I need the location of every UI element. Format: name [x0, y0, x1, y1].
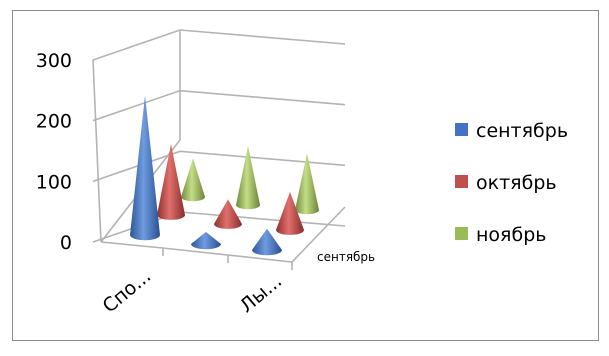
cone-сентябрь-2 [252, 228, 282, 256]
legend-item: октябрь [455, 172, 557, 194]
cone-октябрь-2 [276, 191, 304, 235]
gridline [92, 150, 346, 183]
cone-сентябрь-1 [191, 231, 221, 250]
legend-swatch [455, 123, 468, 136]
cones [130, 95, 319, 256]
cone-ноябрь-0 [181, 158, 205, 202]
legend-swatch [455, 227, 468, 240]
legend-item: ноябрь [455, 224, 546, 246]
legend-label: ноябрь [476, 224, 546, 246]
cone-октябрь-1 [214, 199, 243, 229]
y-tick-label: 100 [36, 171, 72, 193]
legend: сентябрь октябрь ноябрь [455, 120, 568, 246]
y-tick-label: 300 [36, 50, 72, 72]
legend-swatch [455, 175, 468, 188]
cone-октябрь-0 [157, 144, 185, 220]
cone-сентябрь-0 [130, 95, 160, 241]
depth-axis-label: сентябрь [317, 250, 375, 264]
y-axis-line [92, 59, 102, 243]
y-axis-labels: 0 100 200 300 [36, 50, 72, 254]
legend-item: сентябрь [455, 120, 568, 142]
cone-ноябрь-2 [295, 153, 319, 215]
legend-label: октябрь [476, 172, 557, 194]
y-tick-label: 0 [60, 232, 72, 254]
legend-label: сентябрь [476, 120, 568, 142]
cone-ноябрь-1 [236, 145, 260, 210]
y-tick-label: 200 [36, 111, 72, 133]
